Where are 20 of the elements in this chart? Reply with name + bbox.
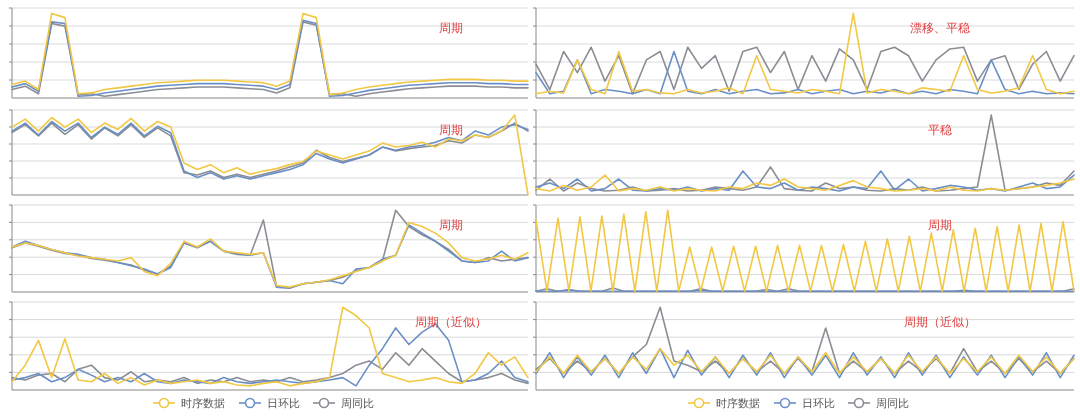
legend-时序数据: 时序数据 — [152, 397, 225, 410]
legend-label: 时序数据 — [181, 397, 225, 410]
legend-label: 日环比 — [267, 397, 300, 410]
legend-label: 周同比 — [341, 397, 374, 410]
text: 周期 — [438, 218, 463, 232]
legend-周同比: 周同比 — [312, 397, 374, 410]
legend-日环比: 日环比 — [773, 397, 835, 410]
legend-周同比: 周同比 — [847, 397, 909, 410]
legend-时序数据: 时序数据 — [687, 397, 760, 410]
legend-日环比: 日环比 — [238, 397, 300, 410]
text: 周期 — [927, 218, 952, 232]
legend-label: 周同比 — [876, 397, 909, 410]
text: 漂移、平稳 — [909, 21, 970, 35]
text: 平稳 — [927, 123, 952, 137]
text: 周期（近似） — [414, 315, 487, 329]
text: 周期 — [438, 123, 463, 137]
legend-label: 日环比 — [802, 397, 835, 410]
text: 周期 — [438, 21, 463, 35]
legend-label: 时序数据 — [716, 397, 760, 410]
text: 周期（近似） — [903, 315, 976, 329]
